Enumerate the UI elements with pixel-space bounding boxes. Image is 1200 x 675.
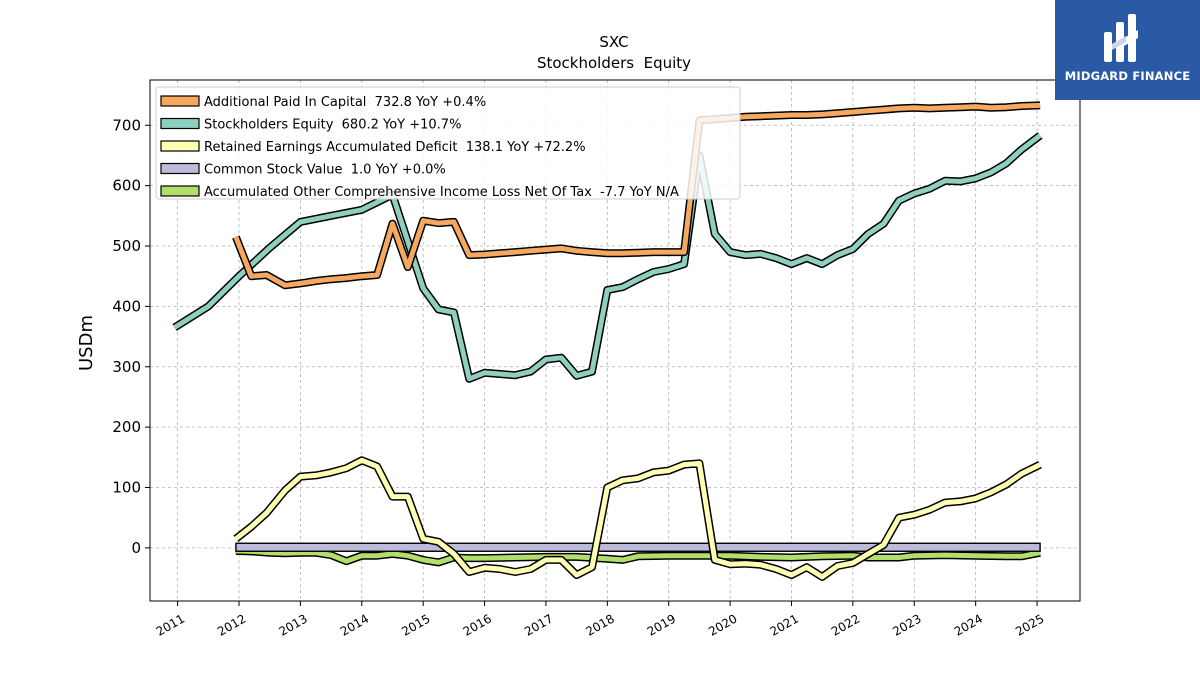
x-tick-label: 2012 (215, 611, 248, 638)
x-tick-label: 2021 (768, 611, 801, 638)
x-tick-label: 2016 (461, 611, 494, 638)
legend-entry-label: Accumulated Other Comprehensive Income L… (204, 185, 679, 200)
y-tick-label: 200 (112, 418, 141, 436)
series-stroke (235, 548, 1041, 565)
midgard-finance-logo: MIDGARD FINANCE (1055, 0, 1200, 100)
series-line-1 (232, 101, 1041, 290)
chart-title: SXC (599, 33, 628, 51)
legend-entry-label: Retained Earnings Accumulated Deficit 13… (204, 140, 586, 155)
x-tick-label: 2014 (338, 611, 371, 638)
chart-subtitle: Stockholders Equity (537, 54, 691, 72)
series-stroke (233, 102, 1041, 288)
series-line-3 (233, 456, 1042, 581)
series-band-common-stock (235, 542, 1041, 552)
series-line-5 (235, 546, 1041, 567)
y-axis-label: USDm (76, 315, 97, 371)
legend: Additional Paid In Capital 732.8 YoY +0.… (155, 86, 741, 200)
y-tick-label: 300 (112, 358, 141, 376)
x-tick-label: 2015 (399, 611, 432, 638)
y-tick-label: 100 (112, 479, 141, 497)
y-tick-label: 600 (112, 177, 141, 195)
brand-mark-icon (1104, 14, 1138, 62)
x-tick-label: 2022 (829, 611, 862, 638)
x-tick-label: 2019 (645, 611, 678, 638)
x-tick-label: 2024 (952, 611, 985, 638)
x-tick-label: 2013 (276, 611, 309, 638)
brand-name: MIDGARD FINANCE (1064, 69, 1191, 83)
series-stroke (173, 133, 1042, 382)
x-tick-label: 2023 (890, 611, 923, 638)
y-tick-label: 700 (112, 116, 141, 134)
legend-entry-label: Additional Paid In Capital 732.8 YoY +0.… (204, 95, 486, 110)
series-stroke (234, 457, 1042, 580)
plot-frame (149, 79, 1081, 602)
legend-swatch (160, 117, 200, 130)
x-tick-label: 2011 (154, 611, 187, 638)
x-tick-label: 2018 (583, 611, 616, 638)
x-tick-label: 2025 (1013, 611, 1046, 638)
legend-swatch (160, 162, 200, 175)
y-tick-label: 0 (131, 539, 141, 557)
x-tick-label: 2017 (522, 611, 555, 638)
legend-box (155, 86, 741, 200)
legend-swatch (160, 95, 200, 107)
series-line-4 (235, 542, 1041, 552)
y-tick-label: 400 (112, 297, 141, 315)
x-tick-label: 2020 (706, 611, 739, 638)
legend-entry-label: Common Stock Value 1.0 YoY +0.0% (204, 163, 446, 178)
legend-swatch (160, 140, 200, 152)
y-tick-label: 500 (112, 237, 141, 255)
legend-entry-label: Stockholders Equity 680.2 YoY +10.7% (204, 118, 461, 133)
legend-swatch (160, 185, 200, 197)
series-line-2 (172, 132, 1043, 383)
